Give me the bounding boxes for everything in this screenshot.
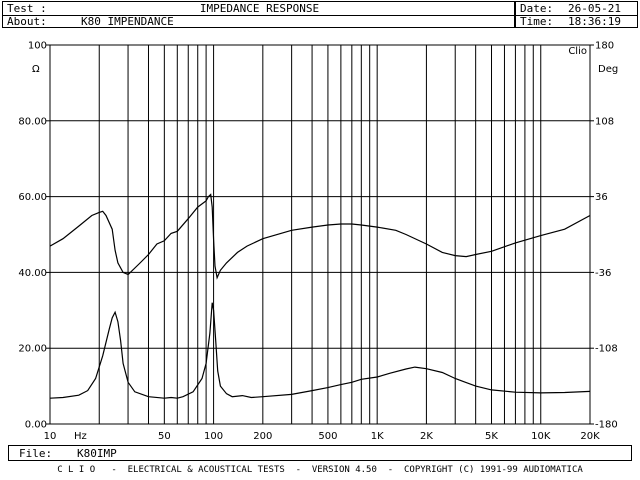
footer-copyright: C L I O - ELECTRICAL & ACOUSTICAL TESTS … (57, 465, 583, 475)
header-divider (3, 15, 514, 16)
y-right-tick-label: -180 (595, 420, 618, 431)
file-value: K80IMP (77, 447, 117, 460)
x-tick-label: 2K (420, 431, 433, 442)
impedance-chart: 0.00 20.00 40.00 60.00 80.00 100 -180 -108 -36 36… (18, 41, 618, 443)
x-unit-label: Hz (74, 431, 87, 442)
x-tick-label: 500 (318, 431, 337, 442)
impedance-phase-curve (49, 193, 591, 280)
date-label: Date: (520, 2, 554, 15)
y-left-tick-label: 100 (28, 41, 47, 52)
x-tick-label: 5K (485, 431, 498, 442)
file-label: File: (19, 447, 53, 460)
header-test-box: Test : IMPEDANCE RESPONSE About: K80 IMP… (2, 1, 515, 28)
y-left-tick-label: 20.00 (18, 344, 47, 355)
y-left-tick-label: 60.00 (18, 192, 47, 203)
y-left-tick-label: 0.00 (25, 420, 47, 431)
about-value: K80 IMPENDANCE (81, 15, 174, 28)
clio-logo: Clio (568, 46, 587, 57)
y-left-tick-label: 80.00 (18, 116, 47, 127)
y-right-unit-label: Deg (598, 64, 618, 75)
x-tick-label: 10 (44, 431, 57, 442)
x-tick-label: 10K (531, 431, 551, 442)
plot-frame (49, 44, 591, 425)
datetime-divider (516, 15, 637, 16)
y-left-unit-label: Ω (32, 64, 40, 75)
x-tick-label: 200 (253, 431, 272, 442)
x-tick-label: 20K (580, 431, 600, 442)
y-right-tick-label: 108 (595, 116, 614, 127)
impedance-magnitude-curve (49, 302, 591, 399)
time-label: Time: (520, 15, 554, 28)
test-label: Test : (7, 2, 47, 15)
about-label: About: (7, 15, 47, 28)
test-title: IMPEDANCE RESPONSE (199, 2, 320, 15)
time-value: 18:36:19 (568, 15, 621, 28)
x-tick-label: 1K (371, 431, 384, 442)
date-value: 26-05-21 (568, 2, 621, 15)
y-right-tick-label: 36 (595, 192, 608, 203)
x-tick-label: 100 (204, 431, 223, 442)
y-right-tick-label: -36 (595, 268, 611, 279)
file-box: File: K80IMP (8, 445, 632, 461)
header-datetime-box: Date: 26-05-21 Time: 18:36:19 (515, 1, 638, 28)
y-right-tick-label: 180 (595, 41, 614, 52)
y-right-tick-label: -108 (595, 344, 618, 355)
y-left-tick-label: 40.00 (18, 268, 47, 279)
x-tick-label: 50 (158, 431, 171, 442)
